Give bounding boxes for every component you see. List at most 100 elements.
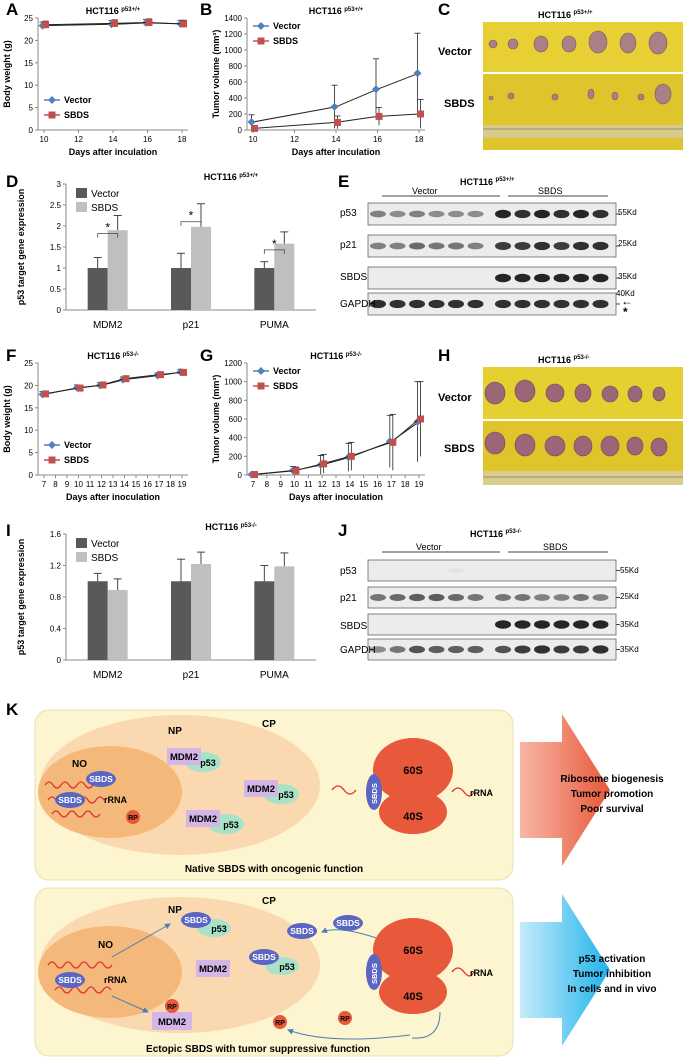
panel-letter-g: G	[200, 346, 214, 365]
data-point-sbds	[334, 118, 341, 126]
no-label-top: NO	[72, 759, 87, 770]
blot-e-title: HCT116 p53+/+	[460, 177, 515, 187]
legend-marker	[257, 382, 265, 390]
blot-band	[534, 645, 550, 654]
mdm2-label-bottom-2: MDM2	[158, 1017, 186, 1028]
y-axis-label: Body weight (g)	[2, 40, 12, 108]
p53-label-top-3: p53	[223, 820, 239, 830]
bar-vector-mdm2	[87, 268, 108, 310]
legend-label-sbds: SBDS	[64, 455, 89, 465]
y-tick-label: 1.6	[50, 530, 62, 539]
blot-band	[592, 645, 609, 654]
series-line-sbds	[252, 418, 420, 476]
blot-band	[592, 299, 609, 309]
x-tick-label: 16	[373, 135, 382, 144]
blot-band	[389, 242, 406, 250]
significance-star: *	[272, 237, 277, 251]
blot-band	[534, 620, 550, 629]
panel-letter-a: A	[6, 0, 19, 19]
x-tick-label: 15	[132, 480, 141, 489]
significance-star: *	[189, 209, 194, 223]
blot-row-frame	[367, 559, 617, 582]
arrow-right-icon-bottom	[520, 894, 610, 1046]
x-tick-label: 18	[401, 480, 410, 489]
ribosome-40s-bottom	[379, 970, 447, 1014]
blot-band	[389, 646, 406, 653]
blot-band	[467, 645, 484, 654]
photo-c-label-sbds: SBDS	[444, 98, 475, 110]
blot-band	[592, 273, 609, 283]
y-tick-label: 1200	[224, 30, 242, 39]
x-tick-label: 14	[120, 480, 129, 489]
bar-vector-p21	[171, 268, 191, 310]
blot-band	[534, 241, 550, 251]
chart-i-target-genes: HCT116 p53-/- 0 0.4 0.8 1.2 1.6 p53 target gen…	[16, 522, 316, 681]
legend-swatch-vector	[76, 538, 87, 548]
chart-d-target-genes: HCT116 p53+/+ 0 0.5 1 1.5 2 2.5 3 p53 target gen…	[16, 172, 316, 331]
data-point-sbds	[42, 21, 49, 29]
blot-band	[448, 242, 464, 250]
sbds-label-bottom-5: SBDS	[336, 918, 360, 928]
blot-band	[409, 210, 425, 218]
y-tick-label: 2	[57, 222, 62, 231]
chart-g-tumor-volume: HCT116 p53-/- 0 200 400 600 800 1000 1200Tumor …	[211, 351, 425, 502]
blot-band	[592, 241, 609, 251]
legend-label-vector: Vector	[64, 440, 92, 450]
blot-band	[389, 299, 406, 309]
x-tick-label: 9	[65, 480, 70, 489]
x-tick-label: 18	[178, 135, 187, 144]
blot-band	[534, 299, 550, 309]
blot-band	[467, 210, 484, 218]
blot-band	[389, 593, 406, 602]
blot-band	[467, 594, 484, 601]
legend-label-vector: Vector	[273, 21, 301, 31]
blot-band	[573, 620, 589, 629]
arrow-right-icon-top	[520, 714, 610, 866]
panel-letter-b: B	[200, 0, 213, 19]
data-point-sbds	[417, 415, 424, 423]
blot-j-row-p53: p53	[340, 566, 357, 577]
x-tick-label: 15	[359, 480, 368, 489]
blot-band	[409, 299, 425, 309]
y-tick-label: 10	[24, 81, 33, 90]
blot-band	[495, 620, 511, 629]
blot-band	[495, 241, 511, 251]
blot-band	[553, 645, 570, 654]
x-tick-label: 12	[97, 480, 106, 489]
photo-h-label-sbds: SBDS	[444, 443, 475, 455]
blot-band	[495, 645, 511, 654]
blot-band	[534, 273, 550, 283]
blot-band	[592, 209, 609, 219]
legend-label-sbds: SBDS	[91, 553, 119, 564]
x-tick-label: 10	[74, 480, 83, 489]
chart-b-tumor-volume: HCT116 p53+/+ 0 200 400 600 800 1000 1200 1400Tu…	[211, 6, 425, 157]
blot-band	[448, 568, 464, 573]
y-tick-label: 0	[57, 656, 62, 665]
rrna-label-bottom-2: rRNA	[470, 968, 494, 978]
data-point-sbds	[292, 467, 300, 475]
series-line-sbds	[43, 21, 183, 26]
nucleolus-top	[38, 746, 182, 838]
blot-band	[514, 209, 531, 219]
data-point-sbds	[375, 112, 383, 120]
y-tick-label: 20	[24, 36, 33, 45]
y-tick-label: 0.8	[50, 593, 62, 602]
blot-band	[448, 645, 464, 654]
y-tick-label: 200	[229, 452, 243, 461]
panel-letter-d: D	[6, 172, 19, 191]
x-tick-label: 10	[249, 135, 258, 144]
y-tick-label: 1200	[224, 359, 242, 368]
blot-e-marker-35: 35Kd	[618, 272, 637, 281]
data-point-sbds	[389, 438, 397, 446]
blot-band	[514, 241, 531, 251]
y-axis-label: p53 target gene expression	[16, 189, 26, 306]
blot-e-marker-25: 25Kd	[618, 239, 637, 248]
cp-label-bottom: CP	[262, 896, 276, 907]
chart-title: HCT116 p53-/-	[87, 351, 139, 361]
y-tick-label: 800	[229, 62, 243, 71]
sbds-label-bottom-4: SBDS	[290, 926, 314, 936]
y-tick-label: 1	[57, 264, 62, 273]
blot-band	[428, 242, 445, 250]
blot-band	[592, 594, 609, 601]
significance-bracket	[97, 233, 119, 238]
